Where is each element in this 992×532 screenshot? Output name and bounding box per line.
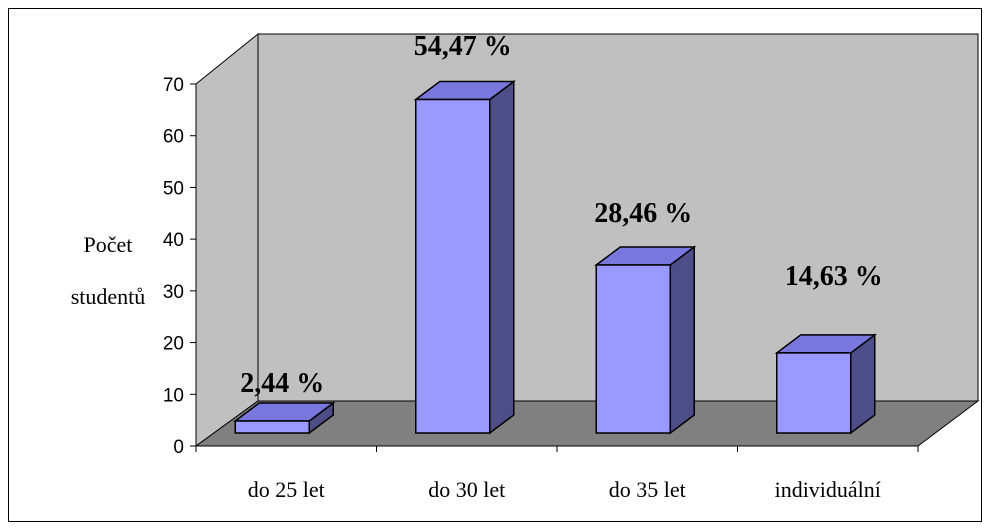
y-axis-label-line1: Počet: [84, 232, 133, 257]
x-tick-label: individuální: [775, 477, 881, 502]
x-ticks: do 25 let do 30 let do 35 let individuální: [195, 446, 919, 502]
bar: [594, 245, 697, 435]
y-axis-label-line2: studentů: [71, 284, 146, 309]
data-label: 14,63 %: [785, 261, 883, 292]
data-labels: 2,44 % 54,47 % 28,46 % 14,63 %: [240, 31, 883, 399]
y-tick-label: 50: [163, 178, 184, 199]
y-tick-label: 20: [163, 334, 184, 355]
bar: [413, 80, 516, 435]
bars: [233, 80, 877, 435]
bar: [774, 333, 877, 435]
bar: [233, 401, 336, 435]
y-ticks: 0 10 20 30 40 50 60 70: [163, 75, 196, 458]
y-tick-label: 30: [163, 282, 184, 303]
bar-front-face: [234, 420, 310, 434]
data-label: 54,47 %: [414, 31, 512, 62]
y-tick-label: 60: [163, 127, 184, 148]
y-tick-label: 10: [163, 385, 184, 406]
data-label: 28,46 %: [594, 198, 692, 229]
bar-side-face: [489, 80, 515, 435]
bar-front-face: [776, 352, 852, 434]
bar-front-face: [595, 264, 671, 434]
data-label: 2,44 %: [240, 368, 324, 399]
y-tick-label: 40: [163, 230, 184, 251]
x-tick-label: do 30 let: [428, 477, 505, 502]
bar-side-face: [669, 245, 695, 435]
x-tick-label: do 25 let: [248, 477, 325, 502]
x-tick-label: do 35 let: [609, 477, 686, 502]
bar-front-face: [415, 98, 491, 434]
y-tick-label: 0: [173, 437, 184, 458]
y-tick-label: 70: [163, 75, 184, 96]
